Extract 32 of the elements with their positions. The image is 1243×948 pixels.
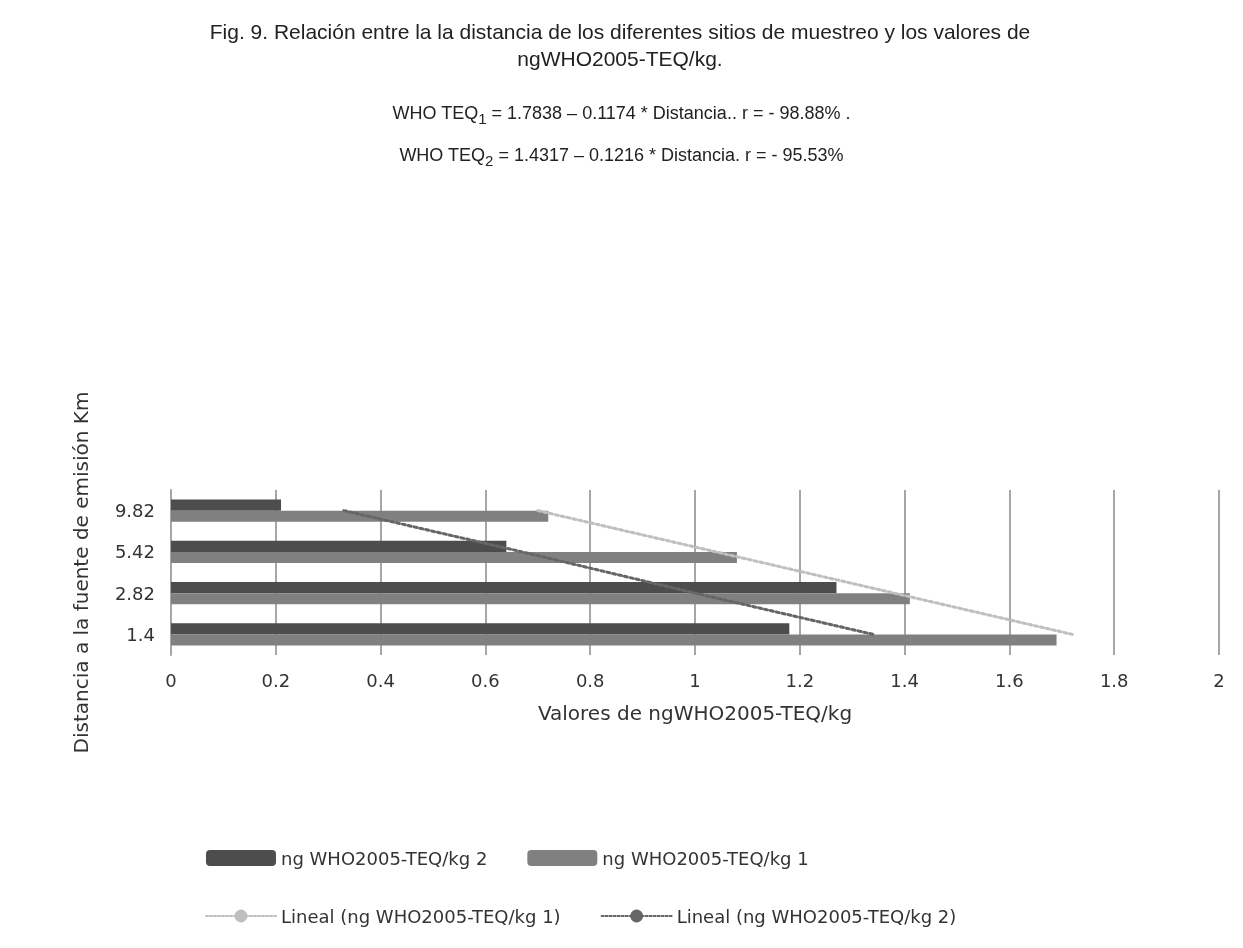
bar [171,551,737,564]
x-tick-label: 1.6 [995,669,1024,691]
x-tick-label: 0.6 [471,669,500,691]
legend-label: ng WHO2005-TEQ/kg 2 [281,847,488,869]
bar [171,510,549,522]
x-tick-label: 0.8 [575,669,605,691]
x-tick-label: 1.2 [785,669,815,691]
x-tick-label: 1.4 [890,669,919,691]
x-tick-label: 1.8 [1099,669,1129,691]
bar [171,581,837,594]
y-tick-label: 9.82 [114,500,155,522]
legend-label: Lineal (ng WHO2005-TEQ/kg 1) [281,905,561,927]
y-axis-title: Distancia a la fuente de emisión Km [69,391,93,754]
x-tick-label: 0.2 [261,669,291,691]
x-tick-label: 2 [1213,669,1225,691]
text: WHO TEQ$_{2}$ = 1.4317 – 0.1216 * Distancia. r = - 95.53% [398,145,845,169]
y-tick-label: 1.4 [126,623,155,645]
legend-label: Lineal (ng WHO2005-TEQ/kg 2) [676,905,957,927]
x-tick-label: 0 [165,669,177,691]
text: WHO TEQ$_{1}$ = 1.7838 – 0.1174 * Distancia.. r = - 98.88% . [391,103,852,127]
y-tick-label: 2.82 [114,582,155,604]
bar [171,499,282,511]
legend-label: ng WHO2005-TEQ/kg 1 [602,847,809,869]
bar [171,634,1057,646]
y-tick-label: 5.42 [114,541,155,563]
bar [171,623,790,635]
chart-title: Fig. 9. Relación entre la la distancia de los diferentes sitios de muestreo y los valores de ngWHO2005-TEQ/kg. [208,19,1032,72]
x-tick-label: 0.4 [366,669,395,691]
x-axis-title: Valores de ngWHO2005-TEQ/kg [537,701,853,725]
x-tick-label: 1 [689,669,701,691]
bar [171,593,910,605]
bar [171,540,507,552]
